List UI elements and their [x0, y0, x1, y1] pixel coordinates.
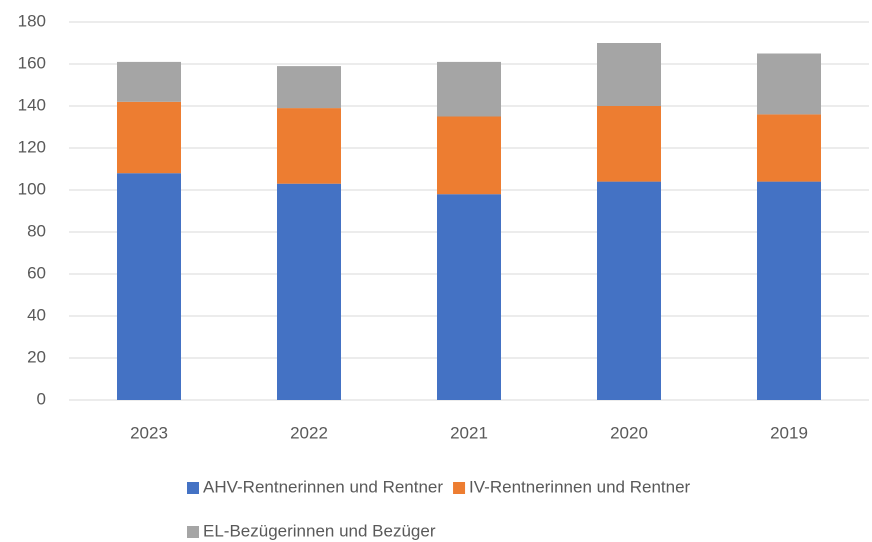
y-tick-label: 180 [18, 11, 46, 30]
legend-swatch [453, 482, 466, 494]
bar-segment [277, 108, 341, 184]
y-tick-label: 40 [27, 305, 46, 324]
y-tick-label: 60 [27, 263, 46, 282]
bar-segment [597, 43, 661, 106]
legend-label: IV-Rentnerinnen und Rentner [469, 477, 690, 496]
legend-label: AHV-Rentnerinnen und Rentner [203, 477, 443, 496]
bar-segment [757, 181, 821, 400]
bar-segment [277, 66, 341, 109]
y-tick-label: 160 [18, 53, 46, 72]
bar-segment [757, 114, 821, 182]
bar-segment [597, 106, 661, 182]
bar-segment [117, 101, 181, 174]
x-tick-label: 2021 [450, 423, 488, 442]
bar-segment [437, 61, 501, 117]
y-tick-label: 120 [18, 137, 46, 156]
legend-label: EL-Bezügerinnen und Bezüger [203, 521, 436, 540]
bar-segment [757, 53, 821, 115]
legend-swatch [187, 526, 199, 538]
bar-segment [277, 183, 341, 400]
x-tick-label: 2019 [770, 423, 808, 442]
bar-segment [117, 61, 181, 102]
y-tick-label: 20 [27, 347, 46, 366]
bar-segment [117, 173, 181, 400]
bar-segment [437, 194, 501, 400]
y-tick-label: 140 [18, 95, 46, 114]
x-tick-label: 2023 [130, 423, 168, 442]
y-tick-label: 100 [18, 179, 46, 198]
x-tick-label: 2022 [290, 423, 328, 442]
y-tick-label: 80 [27, 221, 46, 240]
x-tick-label: 2020 [610, 423, 648, 442]
y-tick-label: 0 [37, 389, 46, 408]
legend-swatch [187, 482, 199, 494]
bar-segment [597, 181, 661, 400]
bar-segment [437, 116, 501, 195]
